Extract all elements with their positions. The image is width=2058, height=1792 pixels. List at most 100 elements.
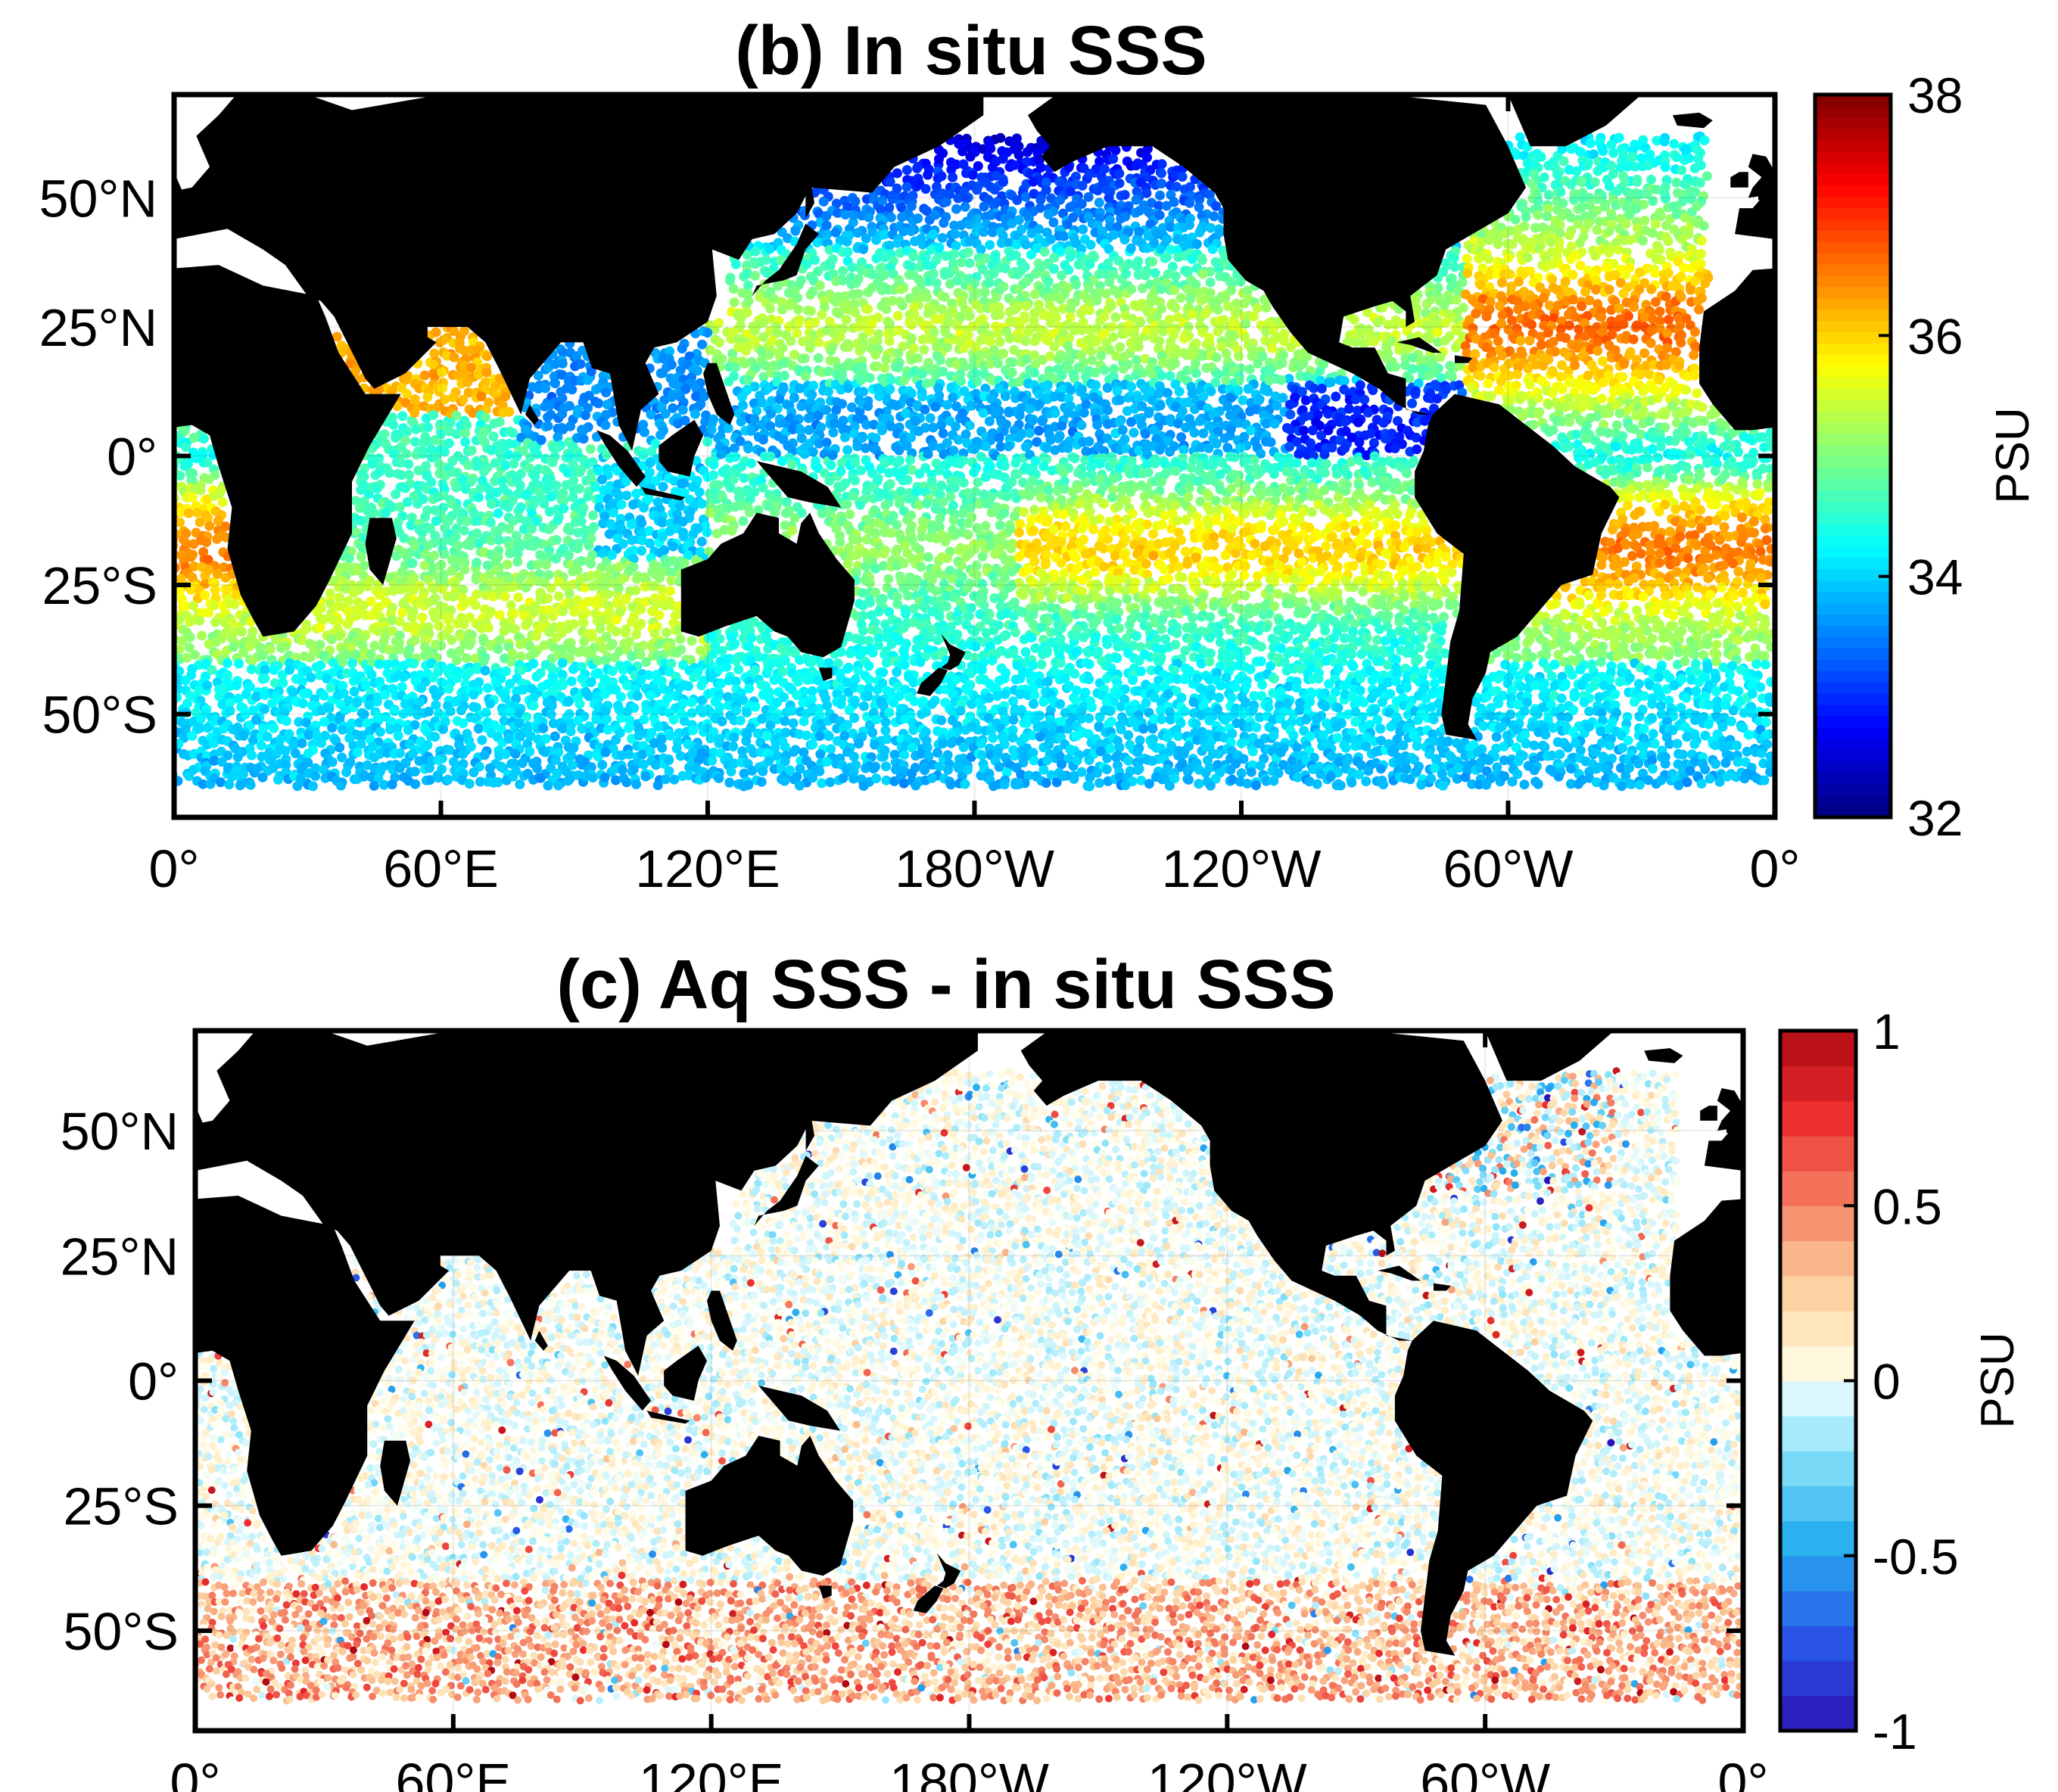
observation-dot [593, 398, 604, 409]
observation-dot [1631, 204, 1642, 214]
observation-dot [1043, 209, 1054, 219]
observation-dot [1493, 239, 1503, 249]
observation-dot [1147, 257, 1158, 267]
observation-dot [1221, 348, 1231, 359]
observation-dot [951, 204, 961, 214]
observation-dot [814, 337, 824, 347]
observation-dot [1139, 491, 1150, 502]
observation-dot [1451, 342, 1461, 353]
observation-dot [1632, 176, 1642, 187]
observation-dot [1294, 449, 1304, 459]
observation-dot [1476, 280, 1486, 291]
observation-dot [758, 434, 768, 445]
observation-dot [1462, 268, 1473, 278]
observation-dot [1598, 162, 1608, 173]
observation-dot [956, 220, 967, 231]
observation-dot [1169, 441, 1179, 452]
observation-dot [1584, 200, 1595, 210]
observation-dot [1483, 378, 1493, 389]
observation-dot [1627, 151, 1638, 162]
observation-dot [1091, 337, 1101, 347]
observation-dot [1419, 415, 1430, 426]
observation-dot [1575, 146, 1586, 157]
observation-dot [1267, 343, 1278, 353]
observation-dot [1073, 483, 1084, 493]
observation-dot [1333, 492, 1343, 502]
observation-dot [1656, 211, 1666, 221]
observation-dot [1108, 229, 1119, 240]
observation-dot [893, 348, 904, 359]
observation-dot [926, 476, 937, 487]
observation-dot [1558, 156, 1569, 166]
observation-dot [1515, 132, 1525, 142]
observation-dot [1359, 394, 1370, 405]
observation-dot [1285, 409, 1296, 420]
observation-dot [1593, 194, 1603, 204]
observation-dot [1264, 375, 1275, 386]
observation-dot [1019, 311, 1029, 322]
observation-dot [1010, 458, 1021, 468]
observation-dot [1200, 309, 1211, 319]
observation-dot [1029, 336, 1040, 347]
observation-dot [949, 220, 960, 231]
observation-dot [540, 383, 551, 394]
observation-dot [995, 132, 1006, 143]
observation-dot [1197, 255, 1207, 265]
observation-dot [1126, 243, 1136, 254]
observation-dot [1577, 193, 1588, 204]
observation-dot [515, 502, 526, 512]
observation-dot [1652, 393, 1663, 403]
observation-dot [1696, 235, 1707, 246]
observation-dot [1577, 202, 1587, 212]
observation-dot [911, 416, 921, 427]
observation-dot [209, 490, 219, 501]
observation-dot [1020, 191, 1031, 202]
observation-dot [1215, 227, 1225, 238]
observation-dot [1692, 388, 1702, 399]
observation-dot [1097, 226, 1107, 237]
observation-dot [1208, 460, 1219, 471]
observation-dot [1555, 219, 1565, 230]
observation-dot [1518, 392, 1528, 402]
observation-dot [481, 367, 492, 378]
observation-dot [1047, 465, 1057, 476]
observation-dot [1552, 300, 1563, 311]
observation-dot [1548, 425, 1558, 435]
observation-dot [1147, 369, 1158, 380]
observation-dot [778, 384, 789, 394]
observation-dot [1093, 185, 1103, 196]
observation-dot [896, 202, 907, 213]
observation-dot [902, 474, 913, 485]
observation-dot [601, 387, 612, 398]
observation-dot [1350, 394, 1361, 405]
observation-dot [1170, 465, 1181, 476]
observation-dot [1070, 171, 1081, 182]
observation-dot [930, 402, 941, 412]
observation-dot [1538, 360, 1549, 371]
observation-dot [1028, 176, 1038, 187]
observation-dot [971, 226, 982, 237]
observation-dot [445, 418, 456, 428]
observation-dot [1225, 424, 1236, 434]
observation-dot [1034, 224, 1044, 235]
observation-dot [1001, 491, 1012, 502]
observation-dot [958, 478, 969, 488]
observation-dot [925, 413, 936, 423]
observation-dot [948, 160, 959, 170]
observation-dot [204, 474, 214, 484]
observation-dot [716, 449, 727, 459]
observation-dot [1029, 289, 1040, 300]
observation-dot [998, 154, 1008, 164]
observation-dot [567, 384, 578, 395]
observation-dot [931, 278, 942, 288]
observation-dot [861, 233, 871, 244]
observation-dot [1596, 312, 1607, 322]
observation-dot [1133, 341, 1144, 352]
observation-dot [1123, 393, 1134, 403]
observation-dot [1689, 418, 1699, 428]
observation-dot [1536, 151, 1546, 162]
observation-dot [801, 371, 811, 381]
observation-dot [1000, 391, 1010, 401]
observation-dot [1234, 351, 1244, 362]
